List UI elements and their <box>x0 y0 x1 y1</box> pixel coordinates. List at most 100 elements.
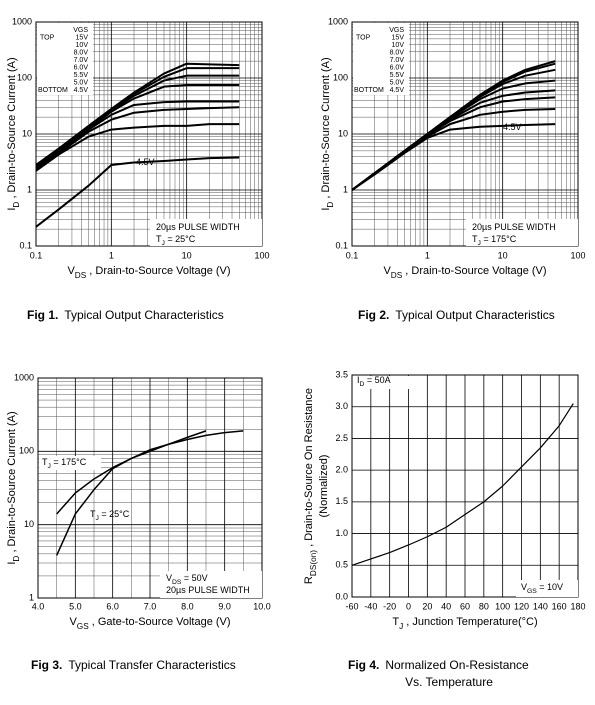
legend-top: TOP <box>40 34 55 41</box>
annotation-part: = 50A <box>364 375 390 385</box>
legend-bottom: BOTTOM <box>354 87 384 94</box>
legend-entry: 4.5V <box>74 87 89 94</box>
y-tick-label: 0.0 <box>335 591 348 601</box>
x-axis-label: VDS , Drain-to-Source Voltage (V) <box>383 265 546 280</box>
y-axis-label-part: D <box>326 202 335 208</box>
annotation-part: 20µs PULSE WIDTH <box>472 222 556 232</box>
x-tick-label: 9.0 <box>218 601 231 611</box>
y-tick-label: 1 <box>27 184 32 194</box>
annotation-part: I <box>357 375 360 385</box>
y-axis-label: ID , Drain-to-Source Current (A) <box>6 411 21 564</box>
curve <box>35 84 240 169</box>
legend-entry: 7.0V <box>74 57 89 64</box>
x-tick-label: 10 <box>182 250 192 260</box>
curve <box>35 156 240 228</box>
legend-entry: 4.5V <box>390 87 405 94</box>
x-tick-label: 5.0 <box>69 601 82 611</box>
x-tick-label: -60 <box>345 601 358 611</box>
x-tick-label: 160 <box>552 601 567 611</box>
annotation-part: 20µs PULSE WIDTH <box>156 222 240 232</box>
x-tick-label: -40 <box>364 601 377 611</box>
annotation-part: J <box>48 463 51 470</box>
annotation: TJ = 25°C <box>156 234 196 247</box>
x-axis-label: TJ , Junction Temperature(°C) <box>392 616 537 631</box>
annotation: TJ = 25°C <box>90 509 130 522</box>
x-tick-label: 7.0 <box>144 601 157 611</box>
y-tick-label: 1000 <box>14 372 34 382</box>
legend-entry: 15V <box>392 34 405 41</box>
figure-caption: Fig 1. Typical Output Characteristics <box>27 308 224 322</box>
x-tick-label: 6.0 <box>106 601 119 611</box>
caption-label: Fig 3. <box>31 658 62 672</box>
annotation-part: J <box>162 240 165 247</box>
figure-caption: Fig 3. Typical Transfer Characteristics <box>31 658 236 672</box>
legend-title: VGS <box>73 27 88 34</box>
y-axis-label-part: D <box>12 202 21 208</box>
caption-text: Normalized On-Resistance <box>385 658 529 672</box>
annotation-part: J <box>96 515 99 522</box>
legend-entry: 8.0V <box>74 49 89 56</box>
annotation-part: = 175°C <box>481 234 517 244</box>
legend-entry: 8.0V <box>390 49 405 56</box>
y-axis-label-part: I <box>6 208 18 211</box>
x-tick-label: 60 <box>460 601 470 611</box>
x-tick-label: 100 <box>495 601 510 611</box>
annotation-part: = 50V <box>181 573 207 583</box>
curve <box>55 430 244 556</box>
x-tick-label: 10.0 <box>253 601 271 611</box>
curve <box>351 107 556 191</box>
legend-entry: 5.5V <box>390 72 405 79</box>
legend-entry: 10V <box>392 42 405 49</box>
y-axis-label-part: I <box>320 208 332 211</box>
y-tick-label: 1000 <box>12 16 32 26</box>
x-axis-label-part: GS <box>77 622 89 631</box>
figure-caption: Vs. Temperature <box>405 675 493 689</box>
plot-frame <box>35 21 263 247</box>
annotation: TJ = 175°C <box>472 234 517 247</box>
y-tick-label: 1 <box>343 184 348 194</box>
annotation: 4.5V <box>503 122 522 132</box>
legend-entry: 7.0V <box>390 57 405 64</box>
annotation-part: V <box>166 573 172 583</box>
label-box <box>39 456 101 470</box>
y-axis-label-part: I <box>6 562 18 565</box>
y-tick-label: 2.5 <box>335 433 348 443</box>
x-axis-label: VDS , Drain-to-Source Voltage (V) <box>67 265 230 280</box>
y-tick-label: 100 <box>333 72 348 82</box>
annotation-part: T <box>90 509 96 519</box>
y-tick-label: 1.5 <box>335 496 348 506</box>
x-axis-label-part: DS <box>391 271 403 280</box>
y-tick-label: 10 <box>24 519 34 529</box>
x-axis-label-part: , Gate-to-Source Voltage (V) <box>89 616 231 628</box>
annotation: 20µs PULSE WIDTH <box>166 585 250 595</box>
legend-entry: 10V <box>76 42 89 49</box>
curve <box>35 106 240 171</box>
x-tick-label: 100 <box>254 250 269 260</box>
legend-entry: 5.5V <box>74 72 89 79</box>
y-axis-label-part: , Drain-to-Source On Resistance <box>303 388 315 550</box>
annotation-part: 20µs PULSE WIDTH <box>166 585 250 595</box>
annotation-part: DS <box>172 579 182 586</box>
curve <box>351 89 556 191</box>
y-axis-label-part: , Drain-to-Source Current (A) <box>320 57 332 201</box>
annotation-part: = 25°C <box>165 234 196 244</box>
y-tick-label: 1 <box>29 592 34 602</box>
y-tick-label: 1000 <box>328 16 348 26</box>
curve <box>351 79 556 191</box>
y-tick-label: 2.0 <box>335 465 348 475</box>
caption-label: Fig 1. <box>27 308 58 322</box>
annotation-part: D <box>360 381 365 388</box>
x-axis-label-part: , Drain-to-Source Voltage (V) <box>86 265 230 277</box>
curve <box>351 403 574 566</box>
caption-text: Typical Transfer Characteristics <box>68 658 235 672</box>
legend-top: TOP <box>356 34 371 41</box>
legend-entry: 5.0V <box>390 79 405 86</box>
annotation: VGS = 10V <box>521 582 563 595</box>
legend-bottom: BOTTOM <box>38 87 68 94</box>
annotation-part: = 175°C <box>51 457 87 467</box>
x-tick-label: 40 <box>441 601 451 611</box>
y-tick-label: 10 <box>22 128 32 138</box>
legend-entry: 6.0V <box>390 64 405 71</box>
y-axis-label-part: DS(on) <box>309 550 318 576</box>
